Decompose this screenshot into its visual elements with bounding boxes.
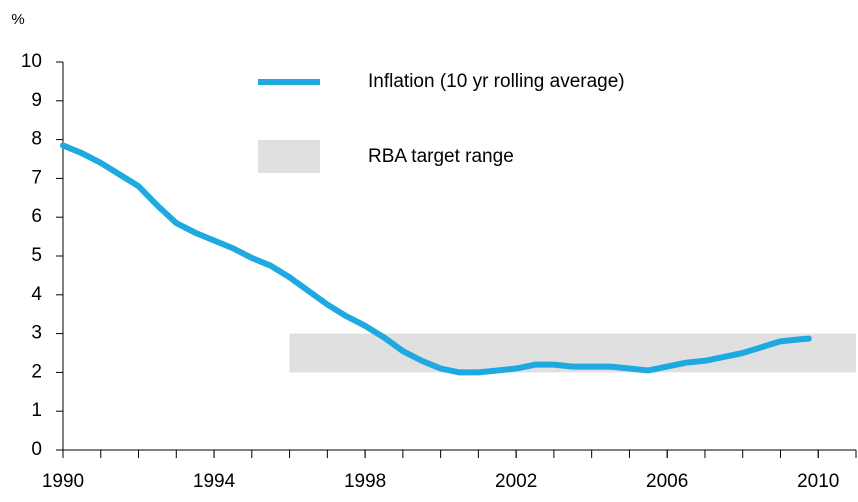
y-tick-label: 7 [31, 167, 42, 188]
y-unit: % [11, 11, 24, 28]
legend-label: RBA target range [368, 146, 514, 167]
y-tick-label: 0 [31, 439, 42, 460]
y-tick-label: 2 [31, 361, 42, 382]
y-tick-label: 4 [31, 284, 42, 305]
y-tick-label: 1 [31, 400, 42, 421]
x-tick-label: 2006 [646, 471, 688, 492]
x-tick-label: 2010 [797, 471, 839, 492]
y-tick-label: 6 [31, 206, 42, 227]
legend-label: Inflation (10 yr rolling average) [368, 71, 625, 92]
y-tick-label: 3 [31, 323, 42, 344]
legend-swatch [258, 140, 320, 173]
y-tick-label: 10 [21, 51, 42, 72]
series-line [60, 142, 812, 376]
y-tick-label: 8 [31, 129, 42, 150]
x-tick-label: 1994 [193, 471, 236, 492]
y-tick-label: 5 [31, 245, 42, 266]
x-tick-label: 1990 [42, 471, 84, 492]
x-tick-label: 2002 [495, 471, 537, 492]
x-tick-label: 1998 [344, 471, 386, 492]
y-tick-label: 9 [31, 90, 42, 111]
